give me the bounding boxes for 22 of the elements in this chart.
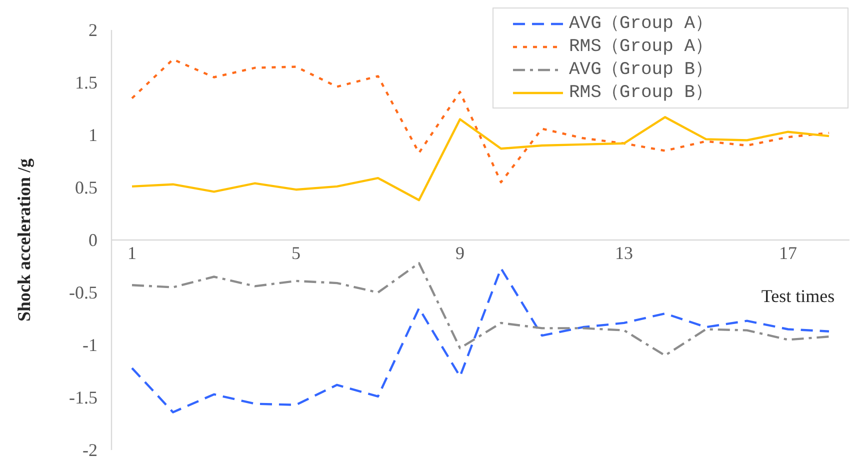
y-tick-label: 1 bbox=[88, 125, 98, 145]
x-tick-label: 1 bbox=[128, 242, 136, 263]
legend-label: AVG（Group A） bbox=[569, 14, 714, 34]
y-axis-title: Shock acceleration /g bbox=[14, 158, 34, 322]
y-tick-label: 2 bbox=[88, 20, 98, 40]
legend-label: AVG（Group B） bbox=[569, 60, 714, 80]
y-tick-label: -1.5 bbox=[69, 388, 98, 408]
y-tick-label: 0 bbox=[88, 230, 98, 250]
x-tick-label: 17 bbox=[779, 242, 797, 263]
x-tick-label: 13 bbox=[615, 242, 633, 263]
x-axis-title: Test times bbox=[761, 286, 835, 306]
y-tick-label: -0.5 bbox=[69, 282, 98, 302]
line-series bbox=[130, 58, 830, 184]
y-tick-label: 1.5 bbox=[75, 72, 98, 92]
legend-label: RMS（Group A） bbox=[569, 37, 714, 57]
x-tick-label: 5 bbox=[292, 242, 300, 263]
line-series bbox=[130, 116, 830, 202]
y-tick-label: 0.5 bbox=[75, 178, 98, 198]
y-tick-label: -1 bbox=[82, 335, 98, 355]
legend-label: RMS（Group B） bbox=[569, 83, 714, 103]
y-tick-label: -2 bbox=[82, 440, 98, 460]
x-tick-label: 9 bbox=[456, 242, 464, 263]
